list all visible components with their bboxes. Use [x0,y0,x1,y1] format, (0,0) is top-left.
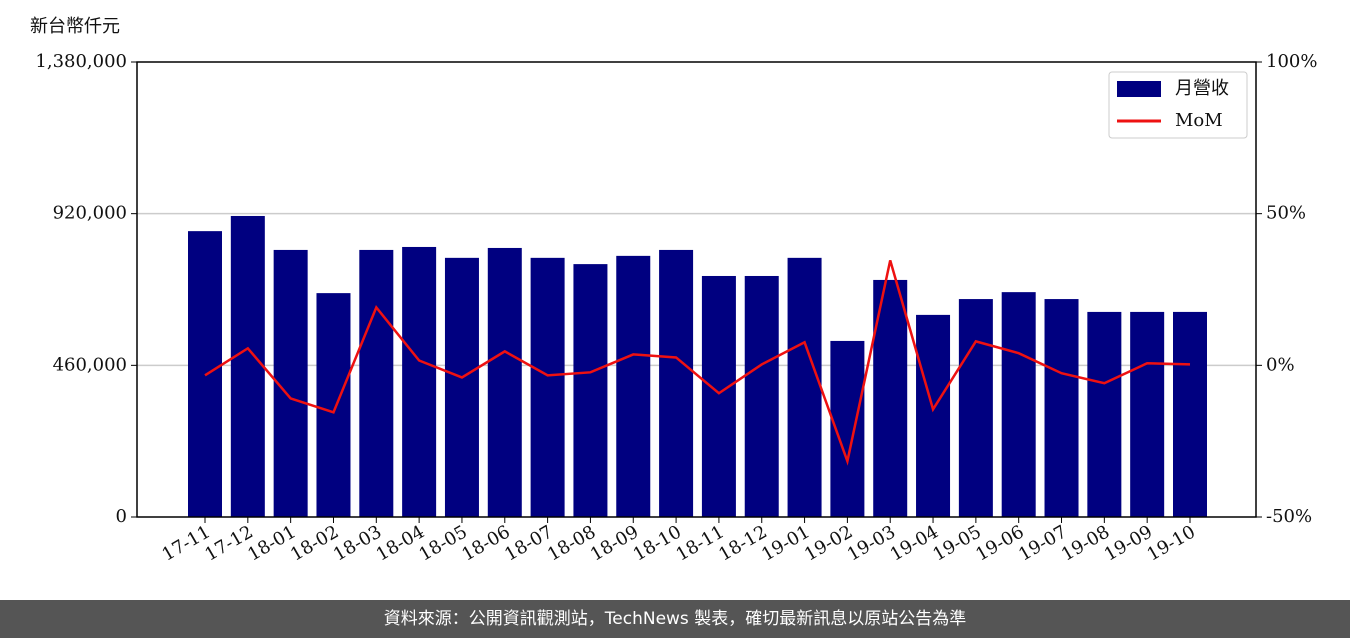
bar [1130,311,1165,517]
y-tick-label: 920,000 [53,203,127,224]
bar [359,249,394,517]
bar [402,246,437,517]
footer: 資料來源：公開資訊觀測站，TechNews 製表，確切最新訊息以原站公告為準 [0,600,1350,638]
bar [1044,299,1079,517]
y2-tick-label: 100% [1266,51,1317,72]
y-tick-label: 460,000 [53,354,127,375]
x-tick-label: 19-04 [887,521,942,565]
bar [659,249,694,517]
x-tick-label: 18-03 [330,521,385,565]
x-tick-label: 19-10 [1144,521,1199,565]
x-tick-label: 18-02 [287,521,342,565]
x-tick-label: 18-12 [715,521,770,565]
x-tick-label: 18-04 [373,521,428,565]
bar [1087,311,1122,517]
bar [616,255,651,517]
x-tick-label: 18-06 [458,521,513,565]
bar [916,314,951,517]
x-tick-label: 18-05 [416,521,471,565]
y2-tick-label: 0% [1266,354,1295,375]
x-tick-label: 18-11 [672,521,727,565]
x-tick-label: 17-11 [159,521,214,565]
y-tick-label: 1,380,000 [35,51,127,72]
x-tick-label: 19-06 [972,521,1027,565]
x-tick-label: 19-09 [1101,521,1156,565]
x-tick-label: 19-08 [1058,521,1113,565]
line [204,260,1191,466]
bar [530,257,565,517]
x-tick-label: 18-07 [501,521,556,565]
bar [487,247,522,517]
bar [787,257,822,517]
legend-label: MoM [1175,110,1223,131]
y2-tick-label: 50% [1266,203,1306,224]
bar [316,293,351,517]
x-tick-label: 19-01 [758,521,813,565]
bar [701,275,736,517]
legend-swatch [1117,81,1161,97]
bar [958,299,993,517]
bar [573,264,608,517]
x-tick-label: 18-10 [630,521,685,565]
x-tick-label: 19-05 [929,521,984,565]
bar [1001,292,1036,517]
bar [1173,311,1207,517]
bar [444,257,479,517]
bar [230,215,265,517]
x-tick-label: 17-12 [201,521,256,565]
y-axis-unit: 新台幣仟元 [30,16,120,37]
x-tick-label: 19-07 [1015,521,1070,565]
x-tick-label: 19-03 [844,521,899,565]
y2-tick-label: -50% [1266,506,1312,527]
plot-frame [136,61,1257,518]
x-tick-label: 18-08 [544,521,599,565]
x-tick-label: 18-01 [244,521,299,565]
bar [744,275,779,517]
chart: 新台幣仟元 0 460,000 920,000 1,380,000 -50% 0% 50% 1… [30,16,1317,566]
legend-label: 月營收 [1175,78,1229,99]
y-tick-label: 0 [116,506,127,527]
x-tick-label: 18-09 [587,521,642,565]
x-tick-label: 19-02 [801,521,856,565]
